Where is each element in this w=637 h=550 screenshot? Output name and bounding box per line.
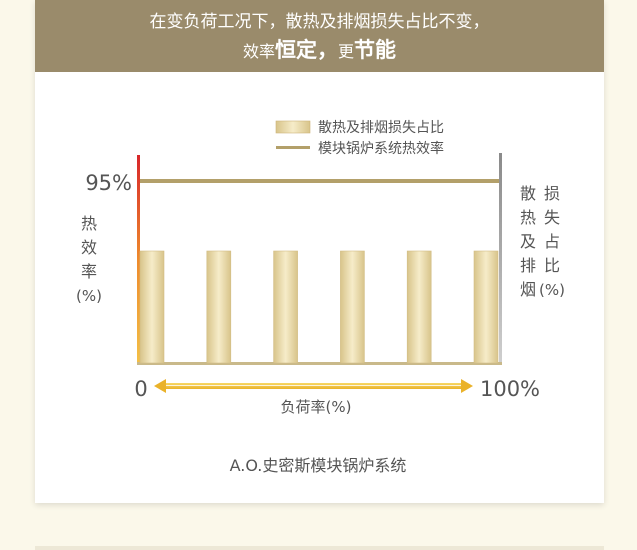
y-label-left: 热效率 (%) [76, 214, 102, 305]
header-banner: 在变负荷工况下，散热及排烟损失占比不变， 效率恒定，更节能 [35, 0, 604, 72]
header-line-1: 在变负荷工况下，散热及排烟损失占比不变， [149, 12, 490, 32]
loss-bar [206, 250, 232, 364]
chart-card: 在变负荷工况下，散热及排烟损失占比不变， 效率恒定，更节能 [35, 0, 604, 503]
header-energy-saving-text: 节能 [354, 38, 397, 62]
y-label-right-col2: 损失占比 (%) [539, 184, 565, 299]
y-label-right-col1-char: 排 [520, 256, 536, 275]
legend-line-swatch [276, 146, 310, 149]
legend-bar-label: 散热及排烟损失占比 [318, 120, 444, 136]
y-label-right-col1-char: 及 [520, 232, 536, 251]
y-label-right-col1-char: 热 [520, 208, 536, 227]
legend-line-label: 模块锅炉系统热效率 [318, 140, 444, 157]
loss-bar [340, 250, 365, 364]
loss-bar [473, 250, 499, 364]
loss-bar [273, 250, 298, 364]
x-end-label: 100% [480, 377, 540, 401]
bars-group [139, 250, 499, 364]
y-label-left-char: 热 [81, 214, 97, 233]
y-label-right-col2-char: 占 [544, 232, 560, 251]
y-axis-right [499, 153, 502, 364]
next-card-edge [35, 546, 604, 550]
loss-bar [139, 250, 165, 364]
y-label-right-col2-char: (%) [539, 281, 565, 299]
y-label-right-col1: 散热及排烟 [520, 184, 536, 299]
y-label-right-col2-char: 比 [544, 256, 560, 275]
header-line-2: 效率恒定，更节能 [35, 37, 604, 65]
header-efficiency-text: 效率 [242, 42, 275, 61]
y-label-right-col1-char: 烟 [520, 280, 536, 299]
x-axis-title: 负荷率(%) [281, 398, 352, 416]
header-more-text: 更 [338, 42, 355, 61]
y-label-right-col2-char: 失 [544, 208, 560, 227]
header-constant-text: 恒定， [275, 38, 338, 62]
x-axis [137, 362, 502, 365]
y-label-right-col1-char: 散 [520, 184, 536, 203]
y-axis-left [137, 155, 140, 364]
y-label-left-char: 效 [81, 238, 97, 257]
y-label-left-char: (%) [76, 287, 102, 305]
efficiency-line [140, 179, 499, 183]
y-tick-95: 95% [85, 171, 132, 195]
y-label-right-col2-char: 损 [544, 184, 560, 203]
legend-bar-swatch [275, 120, 311, 134]
load-rate-arrow [154, 379, 473, 393]
y-label-left-char: 率 [81, 262, 97, 281]
chart-caption: A.O.史密斯模块锅炉系统 [230, 456, 407, 475]
loss-bar [406, 250, 432, 364]
x-start-label: 0 [134, 377, 147, 401]
